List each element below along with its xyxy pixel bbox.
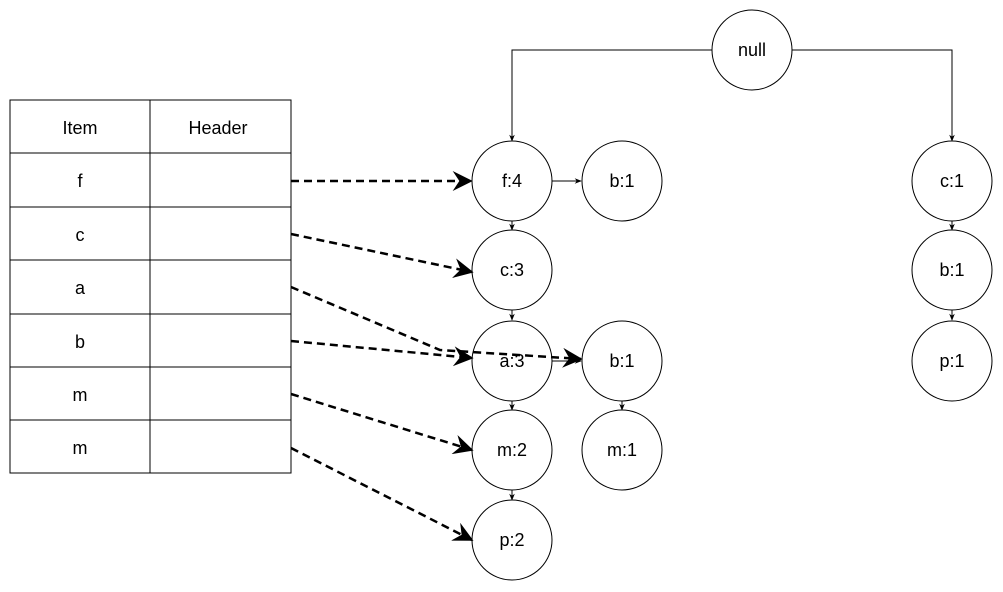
- tree-edges: [512, 50, 952, 500]
- tree-node-c3: c:3: [472, 230, 552, 310]
- tree-node-p2: p:2: [472, 500, 552, 580]
- edge-null-to-f4: [512, 50, 712, 141]
- header-link-b: [291, 341, 472, 358]
- header-table: Item Header f c a b m m: [10, 100, 291, 473]
- node-label: b:1: [609, 171, 634, 191]
- table-header-item: Item: [62, 118, 97, 138]
- tree-node-b1-top: b:1: [582, 141, 662, 221]
- tree-node-c1: c:1: [912, 141, 992, 221]
- tree-node-m1: m:1: [582, 410, 662, 490]
- node-label: b:1: [609, 351, 634, 371]
- node-label: null: [738, 40, 766, 60]
- header-link-c: [291, 234, 472, 272]
- node-label: m:1: [607, 440, 637, 460]
- table-cell-item: m: [73, 385, 88, 405]
- tree-node-b1-right: b:1: [912, 230, 992, 310]
- tree-node-a3: a:3: [472, 321, 552, 401]
- tree-node-m2: m:2: [472, 410, 552, 490]
- header-link-m: [291, 394, 472, 450]
- header-link-m-second: [291, 448, 472, 540]
- node-label: m:2: [497, 440, 527, 460]
- tree-node-b1-mid: b:1: [582, 321, 662, 401]
- node-label: p:1: [939, 351, 964, 371]
- tree-nodes: null f:4 c:3 a:3 m:2 p:2 b:1 b:1: [472, 10, 992, 580]
- table-cell-item: c: [76, 225, 85, 245]
- table-cell-item: m: [73, 438, 88, 458]
- tree-node-null: null: [712, 10, 792, 90]
- node-label: p:2: [499, 530, 524, 550]
- tree-node-p1: p:1: [912, 321, 992, 401]
- node-label: c:1: [940, 171, 964, 191]
- node-label: f:4: [502, 171, 522, 191]
- table-cell-item: b: [75, 332, 85, 352]
- edge-null-to-c1: [792, 50, 952, 141]
- table-cell-item: a: [75, 278, 86, 298]
- node-label: b:1: [939, 260, 964, 280]
- node-label: c:3: [500, 260, 524, 280]
- tree-node-f4: f:4: [472, 141, 552, 221]
- table-header-header: Header: [188, 118, 247, 138]
